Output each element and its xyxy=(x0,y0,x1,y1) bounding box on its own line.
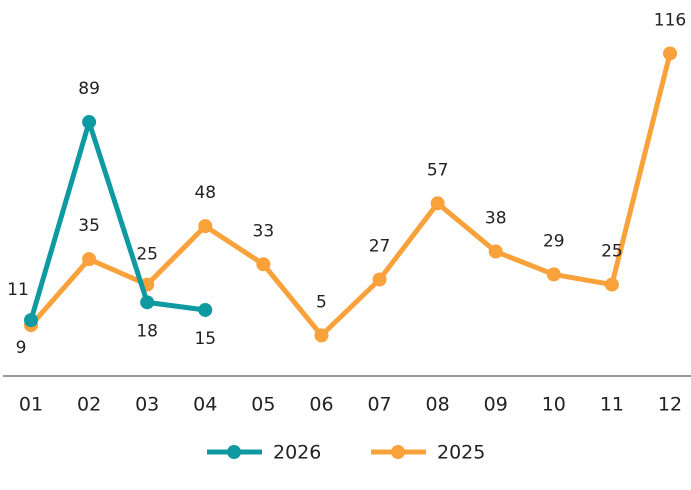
data-label: 35 xyxy=(78,216,100,236)
data-label: 89 xyxy=(78,79,100,99)
data-label: 9 xyxy=(16,338,27,358)
data-label: 33 xyxy=(253,221,275,241)
data-label: 15 xyxy=(194,329,216,349)
x-tick-label: 02 xyxy=(77,394,101,416)
data-label: 18 xyxy=(136,321,158,341)
x-tick-label: 01 xyxy=(19,394,43,416)
line-2026 xyxy=(28,119,206,321)
point xyxy=(24,313,38,328)
point xyxy=(82,252,97,267)
point xyxy=(256,257,271,272)
data-label: 25 xyxy=(601,242,623,262)
data-label: 5 xyxy=(316,292,327,312)
point xyxy=(198,302,213,317)
x-tick-label: 07 xyxy=(367,394,391,416)
point xyxy=(314,328,329,343)
point xyxy=(82,115,97,130)
legend-dot xyxy=(391,445,405,459)
point xyxy=(546,267,561,282)
x-tick-label: 09 xyxy=(484,394,508,416)
data-label: 29 xyxy=(543,231,565,251)
data-label: 11 xyxy=(7,280,29,300)
data-label: 38 xyxy=(485,209,507,229)
x-tick-label: 03 xyxy=(135,394,159,416)
point xyxy=(488,244,503,259)
point xyxy=(198,219,213,234)
point xyxy=(140,295,155,310)
x-tick-label: 11 xyxy=(600,394,624,416)
x-tick-label: 10 xyxy=(542,394,566,416)
x-tick-label: 12 xyxy=(658,394,682,416)
legend-dot xyxy=(227,445,241,459)
data-label: 57 xyxy=(427,160,449,180)
x-tick-label: 08 xyxy=(426,394,450,416)
x-tick-label: 05 xyxy=(251,394,275,416)
point xyxy=(604,277,619,292)
data-label: 25 xyxy=(136,245,158,265)
point xyxy=(430,196,445,211)
point xyxy=(663,46,677,61)
legend-label: 2026 xyxy=(273,442,321,464)
data-label: 116 xyxy=(654,10,686,30)
x-tick-label: 06 xyxy=(309,394,333,416)
x-tick-label: 04 xyxy=(193,394,217,416)
line-2025 xyxy=(29,52,673,338)
data-label: 27 xyxy=(369,236,391,256)
data-label: 48 xyxy=(194,183,216,203)
legend-label: 2025 xyxy=(437,442,485,464)
point xyxy=(372,272,387,287)
